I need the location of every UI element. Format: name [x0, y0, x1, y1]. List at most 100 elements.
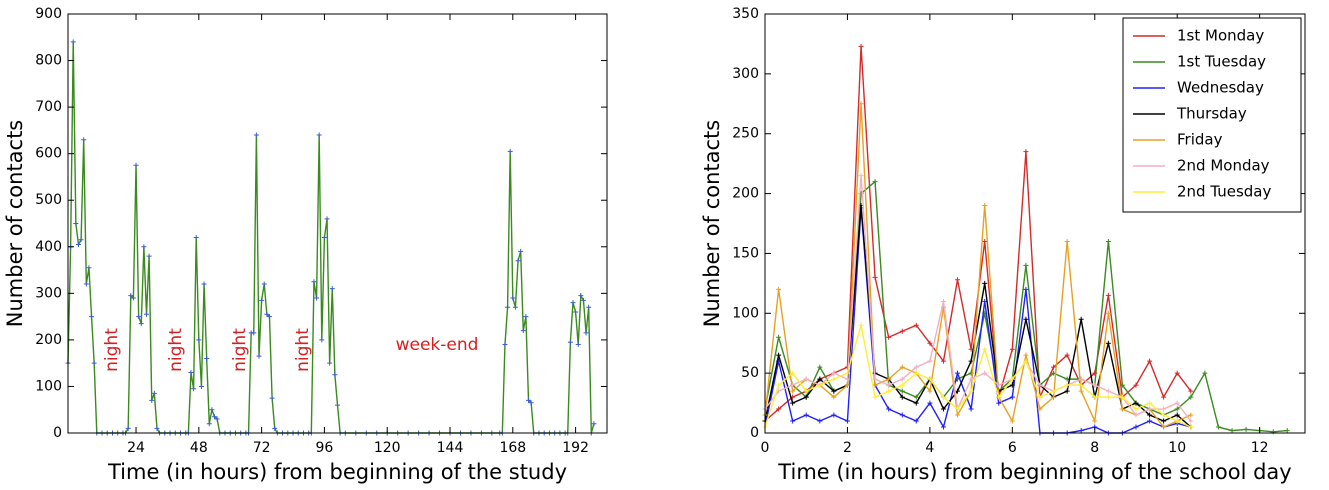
data-marker — [803, 376, 809, 382]
annotation: night — [102, 328, 122, 372]
data-marker — [91, 360, 97, 366]
data-marker — [776, 286, 782, 292]
data-marker — [940, 358, 946, 364]
data-marker — [196, 337, 202, 343]
data-marker — [927, 388, 933, 394]
data-marker — [1284, 428, 1290, 434]
annotation: night — [166, 328, 186, 372]
data-marker — [1023, 358, 1029, 364]
data-marker — [872, 376, 878, 382]
data-marker — [1215, 424, 1221, 430]
data-marker — [130, 295, 136, 301]
y-tick-label: 100 — [35, 378, 62, 394]
data-marker — [899, 412, 905, 418]
data-marker — [259, 297, 265, 303]
data-marker — [913, 394, 919, 400]
data-marker — [583, 330, 589, 336]
data-marker — [1229, 428, 1235, 434]
data-marker — [844, 376, 850, 382]
x-tick-label: 144 — [437, 440, 464, 456]
x-axis-label: Time (in hours) from beginning of the sc… — [777, 460, 1291, 484]
data-marker — [899, 382, 905, 388]
data-marker — [996, 400, 1002, 406]
data-marker — [1064, 388, 1070, 394]
data-marker — [1174, 400, 1180, 406]
data-marker — [1174, 412, 1180, 418]
data-marker — [154, 425, 160, 431]
data-marker — [1051, 364, 1057, 370]
data-marker — [1092, 418, 1098, 424]
data-marker — [1078, 388, 1084, 394]
y-tick-label: 300 — [35, 285, 62, 301]
data-marker — [817, 382, 823, 388]
data-marker — [191, 386, 197, 392]
data-marker — [803, 388, 809, 394]
y-tick-label: 0 — [750, 425, 759, 441]
y-tick-label: 400 — [35, 239, 62, 255]
data-marker — [591, 421, 597, 427]
data-marker — [528, 400, 534, 406]
data-marker — [81, 137, 87, 143]
data-marker — [502, 342, 508, 348]
data-marker — [1078, 428, 1084, 434]
x-tick-label: 10 — [1168, 440, 1186, 456]
data-marker — [83, 281, 89, 287]
y-tick-label: 0 — [53, 425, 62, 441]
data-marker — [578, 293, 584, 299]
data-marker — [272, 425, 278, 431]
data-marker — [125, 425, 131, 431]
data-marker — [515, 258, 521, 264]
data-marker — [872, 394, 878, 400]
data-marker — [858, 322, 864, 328]
data-marker — [1064, 352, 1070, 358]
data-marker — [1174, 370, 1180, 376]
data-marker — [913, 364, 919, 370]
data-marker — [324, 216, 330, 222]
data-marker — [1023, 286, 1029, 292]
data-line — [764, 103, 1192, 428]
y-tick-label: 200 — [35, 332, 62, 348]
data-marker — [955, 277, 961, 283]
data-marker — [253, 132, 259, 138]
data-marker — [1133, 412, 1139, 418]
data-line — [67, 41, 595, 434]
data-marker — [913, 400, 919, 406]
data-marker — [886, 382, 892, 388]
data-marker — [1105, 238, 1111, 244]
data-marker — [803, 394, 809, 400]
data-marker — [251, 330, 257, 336]
x-axis-label: Time (in hours) from beginning of the st… — [107, 460, 567, 484]
data-marker — [968, 376, 974, 382]
data-marker — [927, 376, 933, 382]
data-marker — [776, 334, 782, 340]
data-marker — [1270, 429, 1276, 435]
data-marker — [1119, 406, 1125, 412]
data-marker — [940, 406, 946, 412]
data-marker — [1161, 418, 1167, 424]
data-marker — [1105, 292, 1111, 298]
data-marker — [1147, 412, 1153, 418]
data-marker — [319, 337, 325, 343]
data-line — [764, 180, 1288, 433]
data-marker — [1023, 149, 1029, 155]
data-marker — [1105, 310, 1111, 316]
data-marker — [151, 390, 157, 396]
data-marker — [1147, 406, 1153, 412]
data-marker — [831, 412, 837, 418]
data-marker — [913, 322, 919, 328]
data-marker — [1051, 388, 1057, 394]
data-marker — [1133, 400, 1139, 406]
data-marker — [1105, 388, 1111, 394]
data-marker — [982, 203, 988, 209]
legend-label: 2nd Tuesday — [1177, 183, 1271, 201]
data-marker — [143, 311, 149, 317]
data-marker — [913, 370, 919, 376]
legend-label: 1st Tuesday — [1177, 53, 1266, 71]
data-marker — [512, 304, 518, 310]
data-marker — [1105, 394, 1111, 400]
data-marker — [968, 388, 974, 394]
data-marker — [580, 297, 586, 303]
data-marker — [1078, 376, 1084, 382]
data-marker — [996, 394, 1002, 400]
data-marker — [1092, 394, 1098, 400]
